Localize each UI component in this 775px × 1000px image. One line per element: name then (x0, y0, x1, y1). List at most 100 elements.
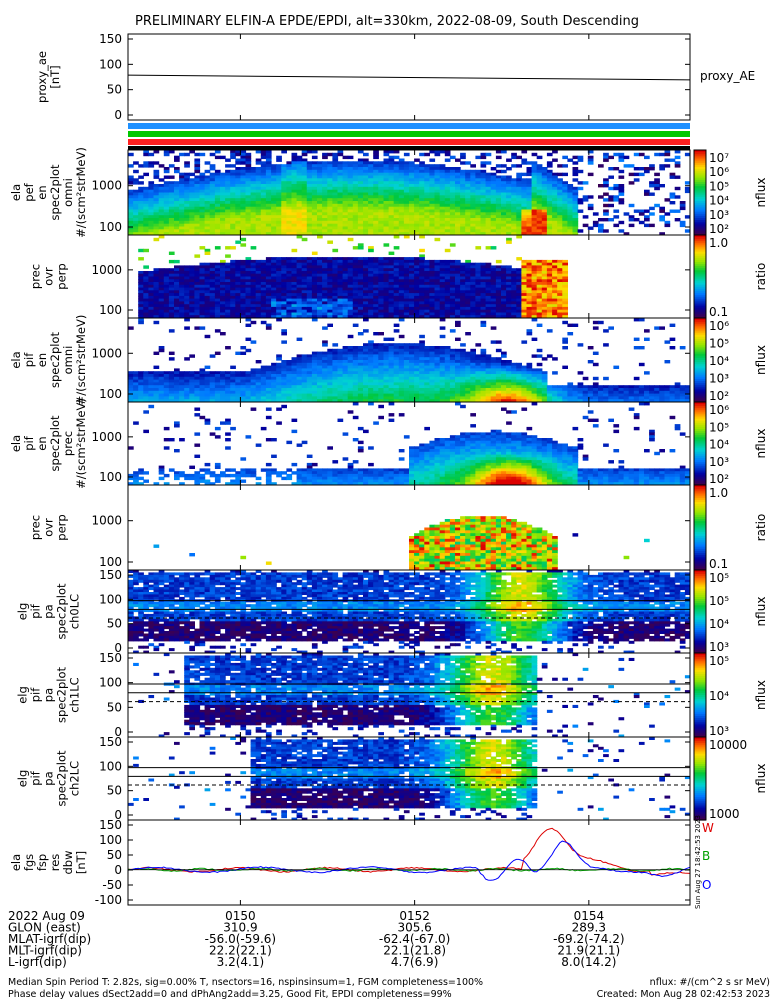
ion-omni-cell (368, 385, 374, 389)
ratio1-cell (485, 309, 492, 314)
ratio1-cell (265, 295, 272, 300)
elec-omni-cell (419, 172, 425, 177)
ratio1-cell (276, 271, 282, 275)
ratio1-cell (158, 309, 165, 314)
ratio1-cell (465, 262, 471, 267)
elec-omni-cell (378, 209, 384, 213)
ratio1-cell (403, 235, 410, 239)
ratio1-cell (541, 282, 548, 286)
elec-omni-cell (332, 232, 339, 235)
ratio1-cell (449, 295, 456, 300)
elec-omni-cell (174, 186, 180, 191)
elec-omni-cell (327, 232, 333, 235)
elec-omni-cell (143, 229, 149, 233)
elec-omni-cell (373, 192, 379, 196)
elec-omni-cell (444, 178, 451, 182)
elec-omni-cell (286, 161, 293, 165)
elec-omni-cell (342, 175, 349, 179)
elec-omni-cell (322, 209, 328, 213)
ratio1-cell (245, 306, 252, 311)
ratio1-cell (490, 246, 497, 250)
ratio1-cell (409, 295, 415, 300)
ion-omni-cell (378, 393, 384, 397)
elec-omni-cell (429, 218, 436, 222)
elec-omni-cell (449, 192, 456, 196)
ratio1-cell (301, 262, 308, 267)
ratio1-cell (158, 304, 165, 308)
ratio1-cell (546, 279, 553, 283)
elec-omni-cell (276, 181, 282, 185)
ratio1-cell (455, 279, 461, 283)
elec-omni-cell (393, 223, 400, 228)
ratio1-cell (414, 284, 420, 289)
elec-omni-cell (444, 203, 451, 208)
ion-omni-cell (225, 385, 231, 389)
ion-omni-cell (225, 376, 231, 381)
ratio1-cell (403, 257, 410, 261)
elec-omni-cell (429, 169, 436, 174)
ion-omni-cell (311, 382, 318, 386)
ratio1-cell (240, 298, 247, 302)
elec-omni-cell (306, 169, 313, 174)
ratio1-cell (204, 290, 211, 294)
elec-omni-cell (296, 198, 303, 202)
ion-omni-cell (184, 390, 190, 395)
ion-omni-cell (148, 390, 155, 395)
elec-omni-cell (378, 229, 384, 233)
elec-omni-cell (495, 206, 502, 211)
ion-omni-cell (158, 348, 165, 353)
elec-omni-cell (368, 209, 374, 213)
ion-omni-cell (296, 399, 303, 402)
ratio1-cell (378, 259, 384, 264)
elec-omni-cell (485, 215, 492, 219)
ratio1-cell (357, 265, 364, 269)
ratio1-cell (245, 276, 252, 280)
ion-omni-cell (291, 379, 298, 383)
ratio1-cell (174, 298, 180, 302)
ion-omni-cell (265, 326, 272, 330)
ratio1-cell (184, 284, 190, 289)
ion-omni-cell (199, 388, 206, 392)
ratio1-cell (250, 259, 257, 264)
elec-omni-cell (322, 206, 328, 211)
elec-omni-cell (434, 181, 441, 185)
ratio1-cell (291, 276, 298, 280)
elec-omni-cell (526, 226, 533, 230)
ratio1-cell (179, 301, 185, 305)
ion-omni-cell (357, 382, 364, 386)
elec-omni-cell (342, 172, 349, 177)
ion-omni-cell (168, 357, 175, 361)
elec-omni-cell (357, 203, 364, 208)
elec-omni-cell (322, 184, 328, 188)
elec-omni-cell (470, 164, 476, 168)
ion-omni-cell (373, 396, 379, 400)
elec-omni-cell (265, 220, 272, 225)
ratio1-cell (327, 309, 333, 314)
elec-omni-cell (209, 223, 216, 228)
elec-omni-cell (230, 150, 236, 154)
elec-omni-cell (311, 206, 318, 211)
ratio1-cell (363, 301, 369, 305)
ratio1-cell (444, 309, 451, 314)
ratio1-cell (449, 312, 456, 316)
ratio1-cell (506, 284, 512, 289)
ion-omni-cell (194, 385, 201, 389)
elec-omni-cell (230, 198, 236, 202)
ion-omni-cell (322, 396, 328, 400)
ratio1-cell (403, 276, 410, 280)
ratio1-cell (301, 290, 308, 294)
elec-omni-cell (168, 215, 175, 219)
elec-omni-cell (552, 189, 558, 194)
ion-omni-cell (357, 388, 364, 392)
elec-omni-cell (276, 212, 282, 216)
ratio1-cell (506, 265, 512, 269)
elec-omni-cell (501, 209, 507, 213)
elec-omni-cell (174, 192, 180, 196)
ion-omni-cell (383, 348, 390, 353)
ratio1-cell (153, 301, 160, 305)
elec-omni-cell (638, 209, 645, 213)
elec-omni-cell (255, 201, 262, 205)
ion-omni-cell (245, 371, 252, 375)
elec-omni-cell (424, 186, 430, 191)
